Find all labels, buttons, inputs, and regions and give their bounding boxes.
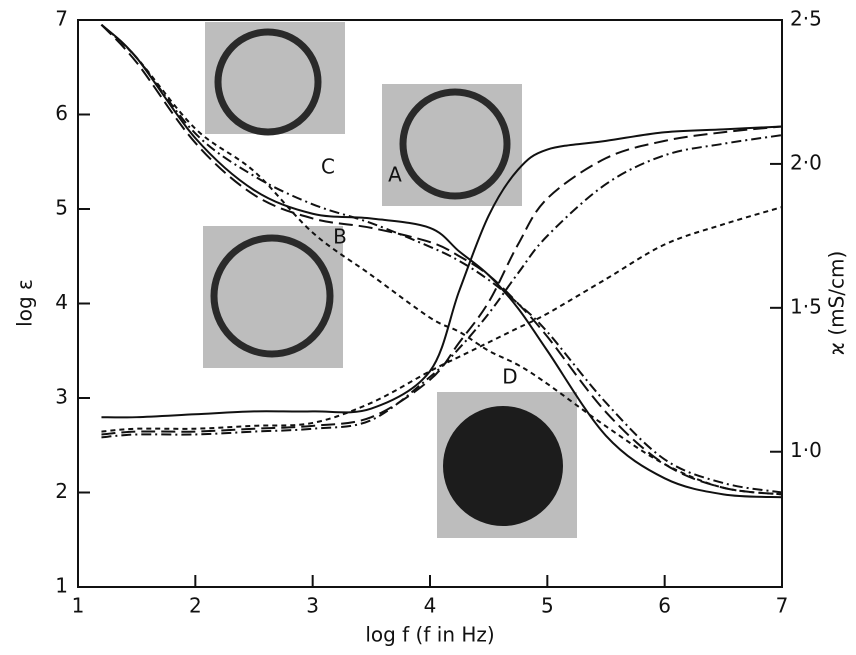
series-line (100, 23, 783, 499)
photo (205, 22, 345, 134)
photo (203, 226, 343, 368)
y-tick-label: 5 (55, 196, 68, 220)
cell-image (214, 28, 322, 136)
x-tick-label: 4 (424, 594, 437, 618)
curve-label: C (321, 155, 335, 179)
x-tick-label: 2 (189, 594, 202, 618)
curve-label: A (388, 163, 402, 187)
y2-tick-label: 1·0 (790, 438, 822, 462)
cell-image (443, 406, 563, 526)
y-tick-label: 3 (55, 385, 68, 409)
x-axis-label: log f (f in Hz) (365, 623, 494, 647)
cell-image (210, 234, 334, 358)
cell-image (399, 88, 511, 200)
y-tick-label: 7 (55, 7, 68, 31)
series-line (101, 134, 783, 439)
y-tick-label: 1 (55, 574, 68, 598)
y-axis-label: log ε (13, 279, 37, 327)
x-tick-label: 5 (541, 594, 554, 618)
series-line (101, 125, 783, 419)
curve-label: D (502, 365, 517, 389)
x-tick-label: 7 (776, 594, 789, 618)
x-tick-label: 3 (306, 594, 319, 618)
series-line (100, 23, 783, 494)
photos (203, 22, 577, 538)
series-line (100, 24, 783, 496)
y2-tick-label: 1·5 (790, 294, 822, 318)
y-tick-label: 4 (55, 290, 68, 314)
curve-label: B (333, 225, 347, 249)
y2-tick-label: 2·0 (790, 150, 822, 174)
y2-axis-label: ϰ (mS/cm) (825, 251, 849, 356)
y-tick-label: 6 (55, 101, 68, 125)
series-line (100, 23, 783, 496)
y-tick-label: 2 (55, 479, 68, 503)
x-tick-label: 6 (658, 594, 671, 618)
y2-tick-label: 2·5 (790, 7, 822, 31)
series-line (101, 125, 783, 436)
x-tick-label: 1 (72, 594, 85, 618)
series-line (101, 206, 783, 433)
